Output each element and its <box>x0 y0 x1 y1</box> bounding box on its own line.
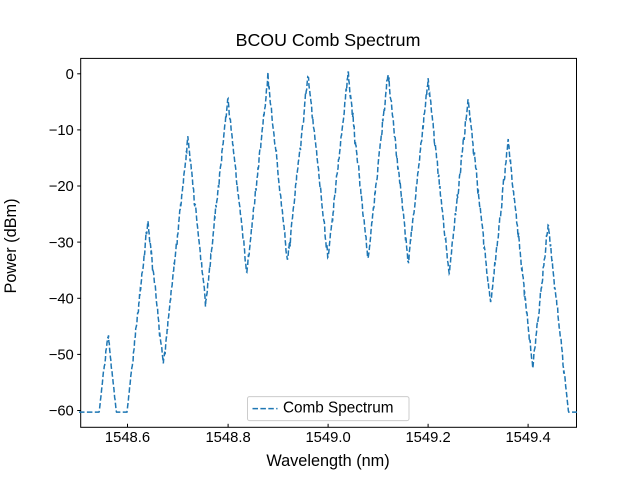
svg-text:−30: −30 <box>49 235 74 251</box>
svg-text:Power (dBm): Power (dBm) <box>2 199 20 294</box>
svg-text:−60: −60 <box>49 404 74 420</box>
svg-text:Comb Spectrum: Comb Spectrum <box>283 399 394 416</box>
svg-text:−10: −10 <box>49 123 74 139</box>
svg-text:−50: −50 <box>49 348 74 364</box>
svg-text:1549.4: 1549.4 <box>505 430 550 446</box>
svg-text:1548.8: 1548.8 <box>205 430 250 446</box>
svg-text:0: 0 <box>66 67 74 83</box>
svg-text:−40: −40 <box>49 292 74 308</box>
svg-text:−20: −20 <box>49 179 74 195</box>
svg-text:1548.6: 1548.6 <box>105 430 150 446</box>
svg-text:1549.0: 1549.0 <box>305 430 350 446</box>
svg-text:Wavelength (nm): Wavelength (nm) <box>266 452 389 470</box>
svg-text:1549.2: 1549.2 <box>405 430 450 446</box>
svg-text:BCOU Comb Spectrum: BCOU Comb Spectrum <box>236 30 421 50</box>
